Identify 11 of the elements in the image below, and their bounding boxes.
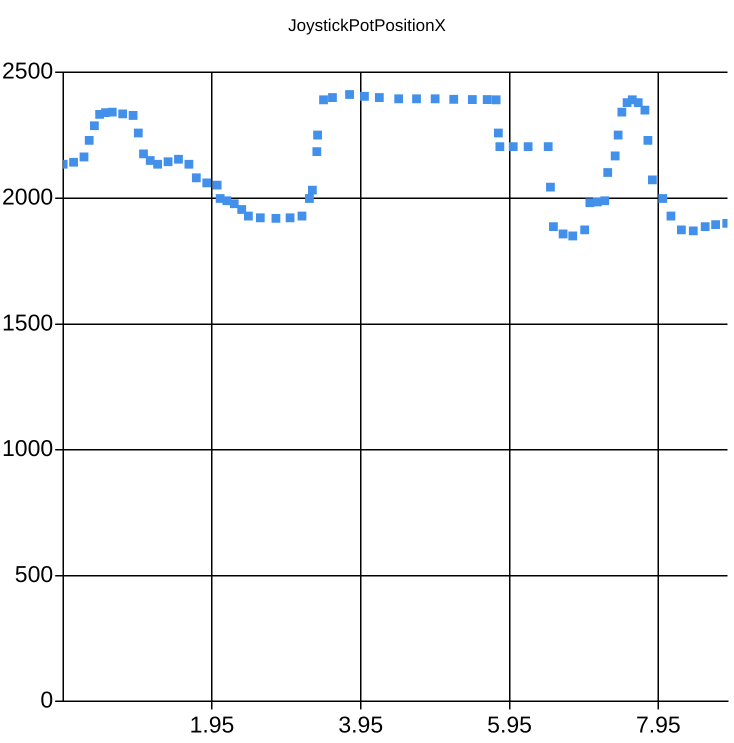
y-tick-label: 2500 [2, 58, 54, 84]
y-tick-label: 2000 [2, 184, 54, 210]
y-tick-label: 0 [40, 686, 54, 713]
x-tick-label: 1.95 [190, 712, 234, 738]
chart-title: JoystickPotPositionX [288, 16, 446, 35]
x-tick-label: 5.95 [487, 712, 532, 738]
y-tick-label: 500 [14, 560, 54, 587]
y-tick-label: 1500 [2, 309, 54, 336]
y-tick-label: 1000 [2, 435, 54, 462]
x-tick-label: 3.95 [338, 712, 384, 738]
x-tick-label: 7.95 [636, 712, 681, 738]
